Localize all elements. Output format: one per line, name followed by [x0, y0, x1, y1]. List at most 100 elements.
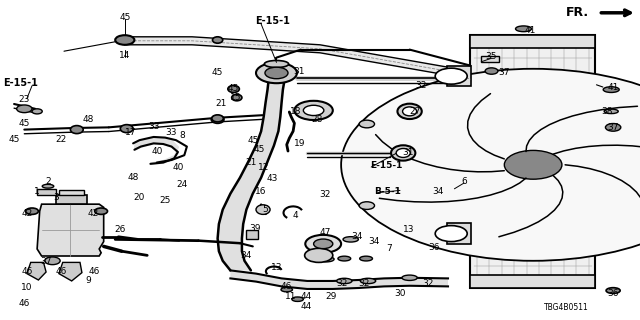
Circle shape — [605, 124, 621, 131]
Text: 41: 41 — [607, 84, 619, 92]
Text: 45: 45 — [253, 145, 265, 154]
Text: 16: 16 — [255, 187, 267, 196]
Bar — [470, 35, 595, 288]
Polygon shape — [218, 78, 285, 270]
Ellipse shape — [604, 109, 618, 114]
Polygon shape — [230, 270, 448, 289]
Bar — [481, 56, 499, 62]
Text: 19: 19 — [294, 139, 305, 148]
Bar — [447, 66, 471, 86]
Circle shape — [294, 101, 333, 120]
Text: FR.: FR. — [566, 6, 589, 19]
Text: 27: 27 — [409, 107, 420, 116]
Text: 46: 46 — [89, 267, 100, 276]
Text: E-15-1: E-15-1 — [370, 161, 403, 170]
Circle shape — [95, 208, 108, 214]
Text: 22: 22 — [55, 135, 67, 144]
Circle shape — [435, 68, 467, 84]
Ellipse shape — [606, 288, 620, 293]
Text: 21: 21 — [245, 158, 257, 167]
Text: 13: 13 — [403, 225, 414, 234]
Ellipse shape — [403, 107, 417, 116]
Bar — [470, 275, 595, 288]
Bar — [470, 35, 595, 48]
Text: TBG4B0511: TBG4B0511 — [544, 303, 589, 312]
Text: 28: 28 — [311, 116, 323, 124]
Text: 26: 26 — [115, 225, 126, 234]
Bar — [246, 230, 258, 239]
Text: 34: 34 — [433, 187, 444, 196]
Circle shape — [305, 235, 341, 253]
Ellipse shape — [70, 126, 83, 134]
Text: 44: 44 — [300, 302, 312, 311]
Circle shape — [17, 105, 32, 113]
Text: 40: 40 — [172, 164, 184, 172]
Text: 4: 4 — [293, 212, 298, 220]
Text: 46: 46 — [281, 282, 292, 291]
Ellipse shape — [516, 26, 531, 32]
Text: 42: 42 — [21, 209, 33, 218]
Text: 38: 38 — [601, 107, 612, 116]
Text: 35: 35 — [486, 52, 497, 61]
Ellipse shape — [396, 148, 410, 157]
Ellipse shape — [338, 256, 351, 261]
Text: 25: 25 — [159, 196, 171, 205]
Ellipse shape — [256, 205, 270, 214]
Text: 37: 37 — [40, 257, 52, 266]
Text: 13: 13 — [271, 263, 282, 272]
Ellipse shape — [397, 104, 422, 119]
Text: E-15-1: E-15-1 — [255, 16, 289, 26]
Text: 43: 43 — [266, 174, 278, 183]
Ellipse shape — [343, 237, 358, 242]
Circle shape — [303, 105, 324, 116]
Text: 29: 29 — [326, 292, 337, 301]
Circle shape — [314, 239, 333, 249]
Ellipse shape — [228, 85, 239, 92]
Ellipse shape — [42, 184, 54, 188]
Circle shape — [256, 63, 297, 83]
Circle shape — [265, 67, 288, 79]
Text: 34: 34 — [241, 251, 252, 260]
Text: 30: 30 — [394, 289, 406, 298]
Text: 33: 33 — [148, 122, 159, 131]
Ellipse shape — [360, 256, 372, 261]
Text: 45: 45 — [212, 68, 223, 77]
Text: 15: 15 — [230, 93, 241, 102]
Text: 45: 45 — [8, 135, 20, 144]
Bar — [447, 223, 471, 244]
Text: 3: 3 — [54, 193, 59, 202]
Ellipse shape — [281, 287, 292, 292]
Text: 5: 5 — [263, 205, 268, 214]
Circle shape — [45, 257, 60, 265]
Text: 34: 34 — [369, 237, 380, 246]
Text: 46: 46 — [19, 299, 30, 308]
Ellipse shape — [120, 124, 133, 132]
Text: 31: 31 — [294, 68, 305, 76]
Circle shape — [359, 202, 374, 209]
Text: 44: 44 — [300, 292, 312, 301]
Text: 32: 32 — [358, 279, 369, 288]
Circle shape — [359, 120, 374, 128]
Text: 17: 17 — [125, 128, 137, 137]
Text: 39: 39 — [249, 224, 260, 233]
Text: 32: 32 — [422, 279, 433, 288]
Circle shape — [504, 150, 562, 179]
Text: 31: 31 — [403, 148, 414, 157]
Ellipse shape — [264, 60, 289, 68]
Text: 10: 10 — [21, 283, 33, 292]
Text: 6: 6 — [461, 177, 467, 186]
Text: 41: 41 — [524, 26, 536, 35]
Text: 12: 12 — [258, 164, 269, 172]
Text: 33: 33 — [166, 128, 177, 137]
Ellipse shape — [337, 278, 352, 284]
Text: 21: 21 — [215, 100, 227, 108]
Text: B-5-1: B-5-1 — [374, 187, 401, 196]
Circle shape — [341, 69, 640, 261]
Text: 37: 37 — [607, 123, 619, 132]
Text: 48: 48 — [83, 116, 94, 124]
Text: 18: 18 — [290, 107, 301, 116]
Text: 47: 47 — [319, 228, 331, 237]
Ellipse shape — [391, 145, 415, 161]
Text: 45: 45 — [19, 119, 30, 128]
Ellipse shape — [292, 297, 303, 301]
